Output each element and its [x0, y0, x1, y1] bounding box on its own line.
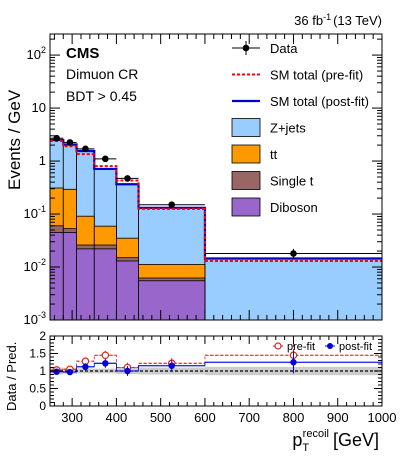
ratio-legend-label-postfit: post-fit — [339, 341, 372, 353]
data-point — [53, 134, 60, 142]
stack-bar-diboson — [62, 232, 77, 321]
data-point — [66, 139, 74, 146]
selection-label: BDT > 0.45 — [66, 88, 137, 104]
lumi-label: 36 fb-1 (13 TeV) — [294, 12, 382, 28]
y-tick-exponent: -1 — [38, 204, 46, 214]
data-point — [82, 145, 89, 153]
ratio-legend-postfit-marker — [327, 343, 333, 349]
y-tick-label: 102 — [27, 45, 46, 62]
stack-bar-diboson — [49, 232, 64, 321]
y-tick-base: 1 — [39, 153, 46, 168]
x-axis-subscript: T — [302, 442, 309, 454]
y-tick-label: 10-2 — [24, 257, 46, 274]
data-point — [124, 175, 131, 182]
experiment-label: CMS — [66, 45, 99, 62]
data-point — [168, 201, 176, 209]
y-tick-base: 10 — [32, 100, 46, 115]
legend-label-diboson: Diboson — [270, 200, 318, 215]
ratio-y-axis-title: Data / Pred. — [4, 342, 19, 411]
main-y-axis-title: Events / GeV — [5, 89, 24, 190]
legend-swatch-single-t — [231, 171, 261, 190]
sm-total-prefit-line — [50, 139, 382, 262]
ratio-point-post-fit — [102, 360, 109, 367]
y-tick-base: 10 — [27, 47, 41, 62]
stack-bar-diboson — [76, 248, 95, 321]
y-tick-label: 1 — [39, 153, 46, 168]
y-tick-exponent: 2 — [41, 45, 46, 55]
ratio-point-post-fit — [124, 367, 131, 375]
ratio-axis-ticks: 0 0.5 1 1.5 2 300 400 500 600 700 800 900 1000 — [29, 329, 396, 425]
ratio-legend: pre-fit post-fit — [273, 341, 372, 353]
ratio-y-tick-label: 2 — [39, 329, 46, 343]
region-label: Dimuon CR — [66, 66, 138, 82]
x-tick-label: 300 — [61, 410, 83, 425]
energy-label: (13 TeV) — [333, 13, 382, 28]
ratio-point-post-fit — [290, 359, 297, 366]
data-points — [50, 134, 382, 260]
lumi-exponent: -1 — [323, 12, 331, 22]
y-tick-label: 10 — [32, 100, 46, 115]
svg-text:36 fb-1(13 TeV): 36 fb-1 (13 TeV) — [294, 12, 382, 28]
legend-label-tt: tt — [270, 147, 278, 162]
legend-label-data: Data — [270, 41, 298, 56]
legend-swatch-tt — [231, 144, 261, 164]
ratio-plot-panel: 0 0.5 1 1.5 2 300 400 500 600 700 800 900 1000 Data … — [4, 329, 396, 454]
y-tick-base: 10 — [24, 259, 38, 274]
ratio-legend-prefit-marker — [274, 342, 282, 350]
ratio-point-post-fit — [53, 368, 60, 375]
x-axis-superscript: recoil — [303, 428, 329, 440]
ratio-y-tick-label: 0.5 — [29, 382, 46, 396]
lumi-value: 36 fb — [294, 13, 323, 28]
stack-bar-diboson — [138, 280, 206, 321]
legend-label-sm-total-post-fit-: SM total (post-fit) — [270, 94, 369, 109]
ratio-y-tick-label: 1 — [39, 364, 46, 378]
legend-swatch-z-jets — [231, 118, 261, 137]
ratio-y-tick-label: 1.5 — [29, 347, 46, 361]
ratio-y-tick-label: 0 — [39, 399, 46, 413]
y-tick-label: 10-3 — [24, 310, 46, 327]
ratio-point-pre-fit — [101, 351, 110, 360]
ratio-point-post-fit — [66, 368, 74, 376]
x-tick-label: 600 — [194, 410, 216, 425]
legend-label-sm-total-pre-fit-: SM total (pre-fit) — [270, 68, 363, 83]
ratio-points — [50, 344, 382, 376]
stack-bar-diboson — [93, 248, 117, 321]
ratio-uncertainty-band — [50, 366, 382, 376]
ratio-legend-label-prefit: pre-fit — [287, 341, 315, 353]
x-axis-title: pTrecoil [GeV] — [292, 428, 379, 454]
legend-swatch-data — [242, 44, 250, 52]
data-point — [102, 155, 109, 163]
x-tick-label: 900 — [327, 410, 349, 425]
y-tick-exponent: -2 — [38, 257, 46, 267]
legend-swatch-diboson — [231, 197, 261, 217]
sm-total-postfit-line — [50, 138, 382, 260]
ratio-point-post-fit — [82, 363, 89, 370]
x-tick-label: 500 — [150, 410, 172, 425]
legend-label-single-t: Single t — [270, 174, 314, 189]
x-tick-label: 1000 — [368, 410, 397, 425]
y-tick-label: 10-1 — [24, 204, 46, 221]
x-tick-label: 700 — [238, 410, 260, 425]
y-tick-base: 10 — [24, 312, 38, 327]
x-tick-label: 400 — [106, 410, 128, 425]
data-point — [290, 250, 297, 257]
y-tick-exponent: -3 — [38, 310, 46, 320]
x-axis-symbol: p — [292, 430, 302, 450]
main-legend: Data SM total (pre-fit) SM total (post-fit… — [231, 41, 369, 217]
stack-bar-diboson — [116, 260, 139, 321]
sm-total-lines — [50, 138, 382, 262]
x-axis-unit: [GeV] — [333, 430, 379, 450]
x-tick-label: 800 — [283, 410, 305, 425]
ratio-point-post-fit — [168, 362, 175, 369]
legend-label-z-jets: Z+jets — [270, 121, 306, 136]
y-tick-base: 10 — [24, 206, 38, 221]
